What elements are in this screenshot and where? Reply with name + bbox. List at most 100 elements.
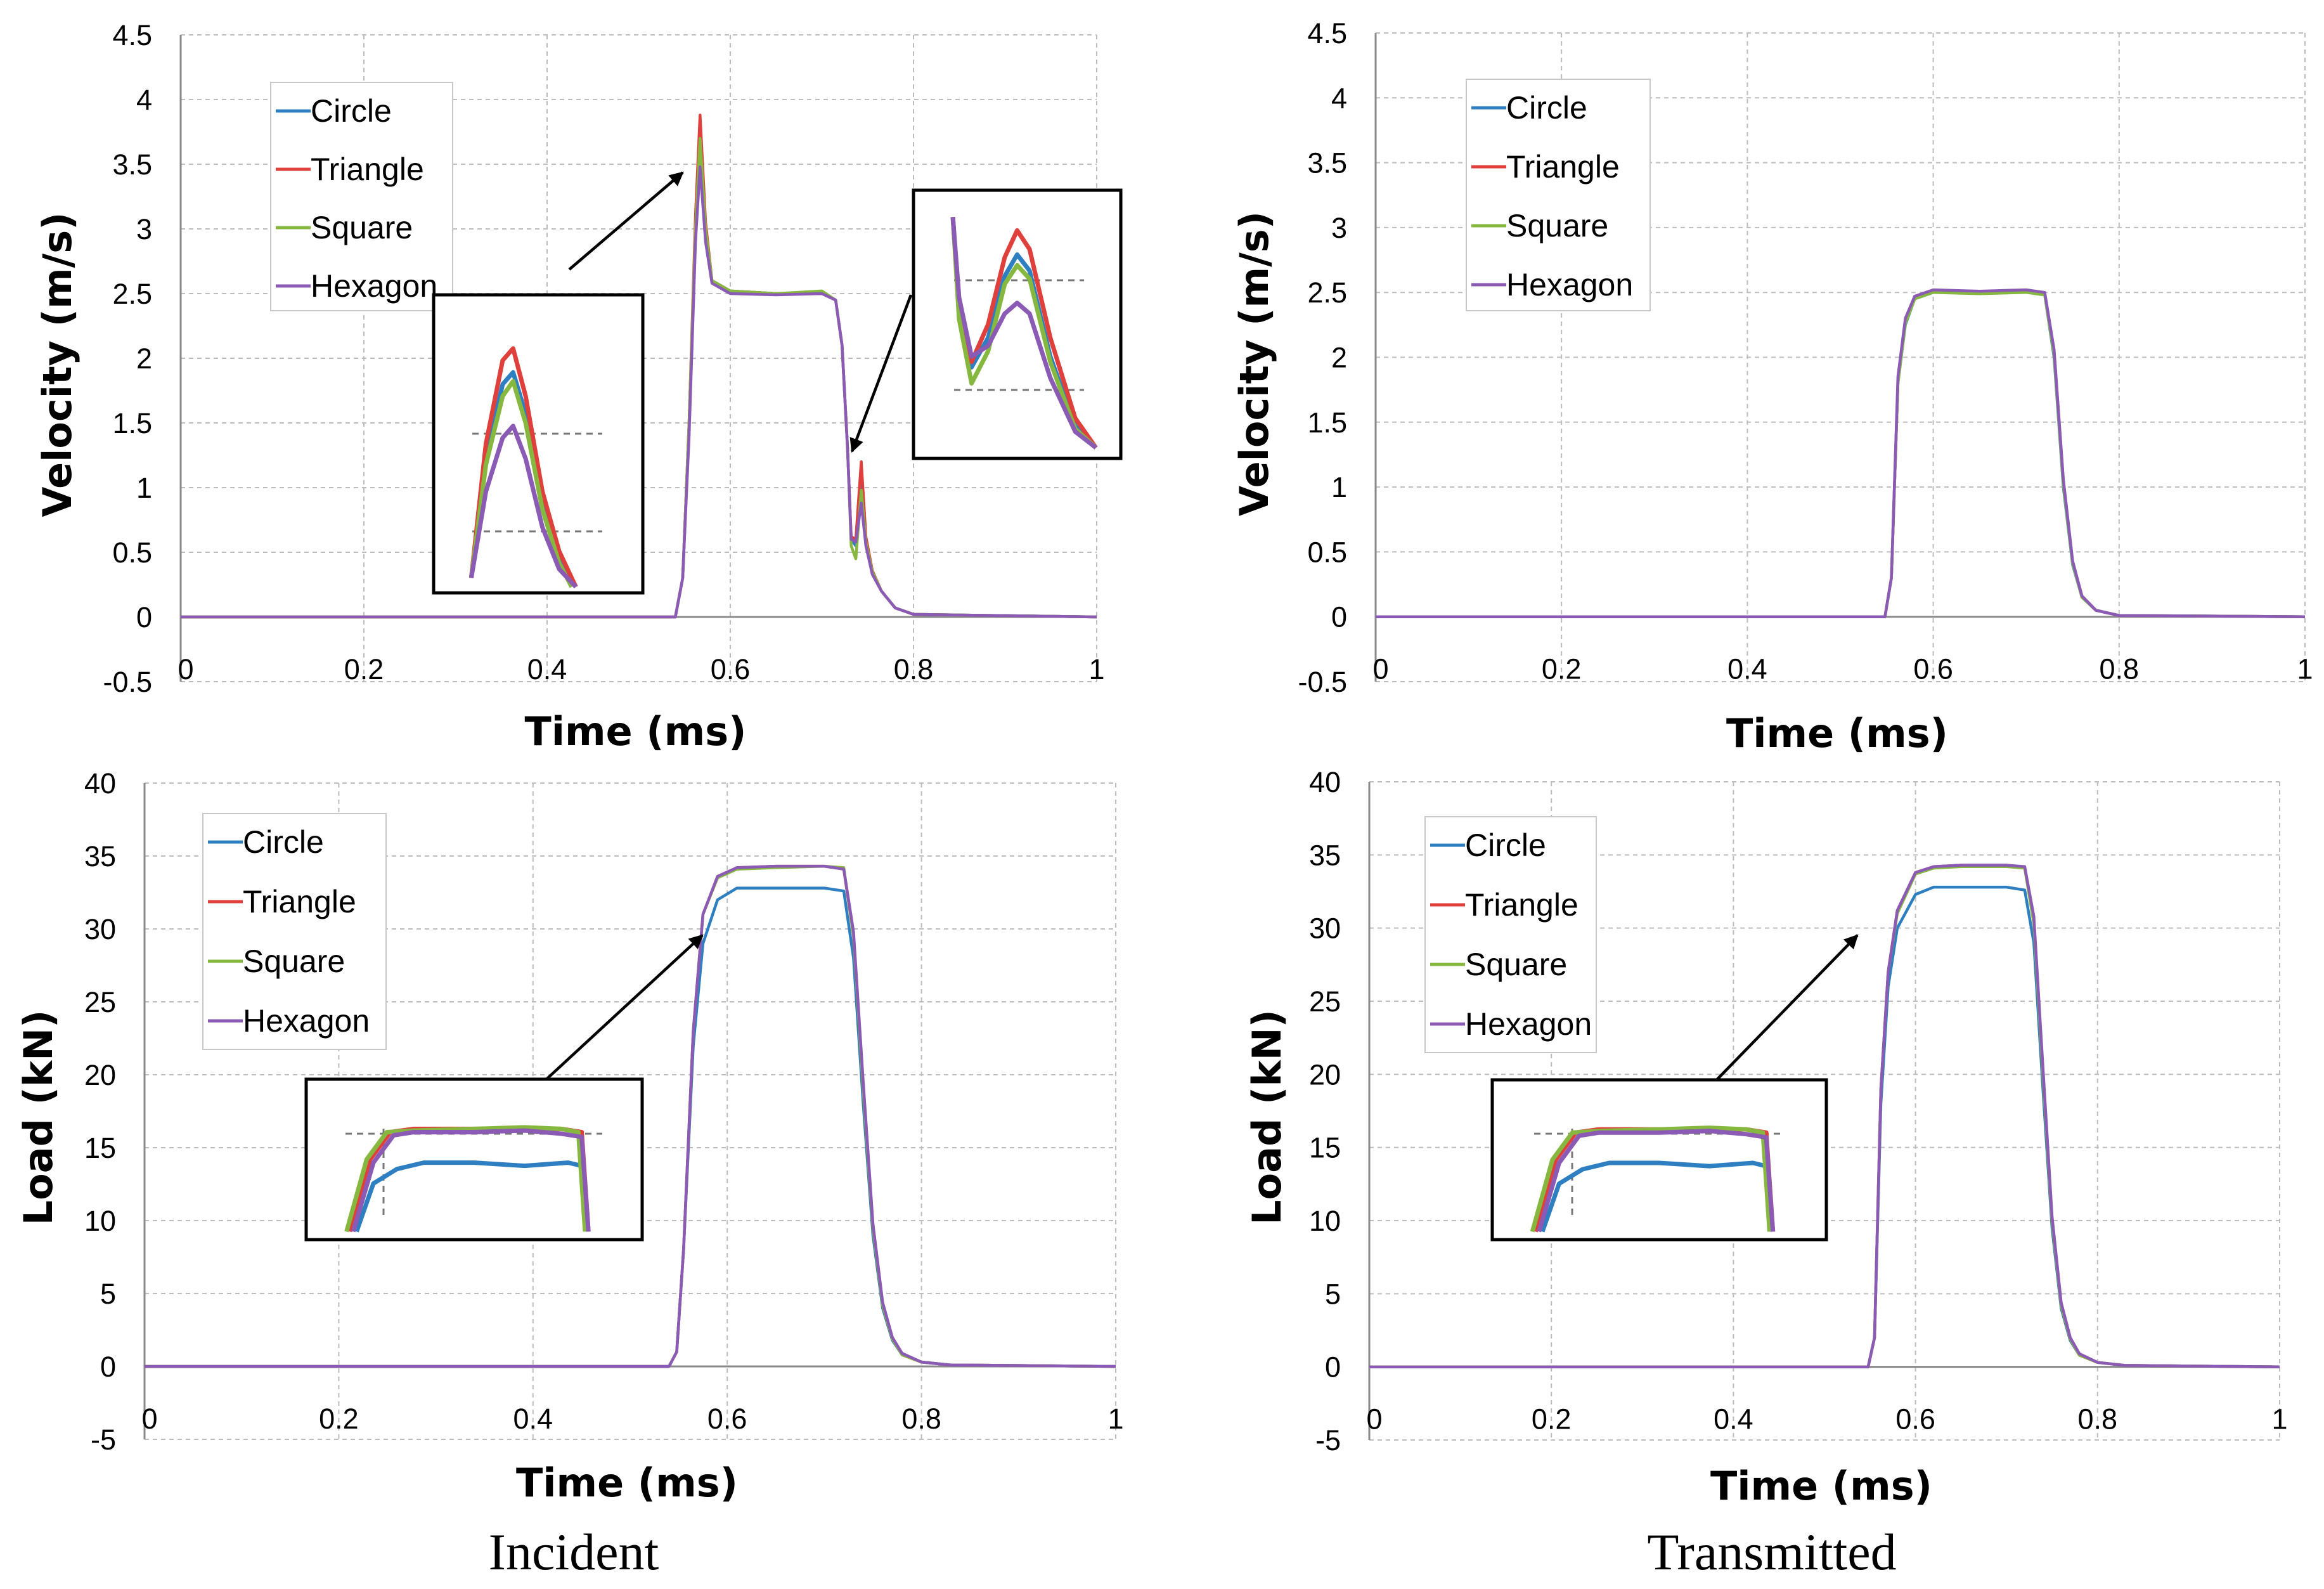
x-axis-title: Time (ms) <box>525 708 747 755</box>
y-tick-label: 0 <box>1325 1351 1341 1384</box>
x-tick-label: 0.6 <box>1895 1403 1935 1436</box>
y-tick-label: 30 <box>84 913 116 945</box>
zoom-arrow <box>545 934 704 1080</box>
chart-transmitted-velocity: -0.5 0 0.5 1 1.5 2 2.5 3 3.5 4 4.5 0 0.2 0.4 0.6 0.8 1 Ti… <box>1231 17 2313 756</box>
x-tick-label: 1 <box>1107 1403 1123 1435</box>
x-tick-label: 0.2 <box>344 653 384 685</box>
y-axis-title: Velocity (m/s) <box>34 212 81 517</box>
x-tick-label: 0.8 <box>2078 1403 2118 1436</box>
legend-label-square: Square <box>1465 947 1567 982</box>
legend-box <box>270 82 453 311</box>
y-axis-title: Load (kN) <box>15 1010 61 1226</box>
y-axis-title: Load (kN) <box>1244 1009 1290 1225</box>
legend: Circle Triangle Square Hexagon <box>270 82 453 311</box>
series-line-circle <box>1376 289 2306 618</box>
x-tick-label: 0 <box>141 1403 157 1435</box>
y-tick-label: 3.5 <box>1307 147 1347 179</box>
legend-label-circle: Circle <box>1465 827 1546 863</box>
y-tick-label: 3.5 <box>112 148 152 181</box>
y-tick-label: 10 <box>84 1205 116 1237</box>
zoom-inset <box>912 188 1123 460</box>
y-tick-label: -0.5 <box>1298 666 1347 698</box>
zoom-curve-triangle <box>468 346 578 588</box>
y-tick-label: 20 <box>84 1059 116 1091</box>
zoom-arrow <box>568 171 684 271</box>
x-tick-label: 0.4 <box>527 653 567 685</box>
y-tick-label: 4 <box>136 84 152 116</box>
caption-incident: Incident <box>489 1523 659 1581</box>
legend: Circle Triangle Square Hexagon <box>1424 816 1597 1053</box>
zoom-curve-hexagon <box>1537 1129 1776 1233</box>
zoom-curve-hexagon <box>468 424 578 588</box>
y-tick-label: 2.5 <box>1307 276 1347 309</box>
legend-label-triangle: Triangle <box>1506 149 1620 185</box>
legend-label-hexagon: Hexagon <box>311 268 437 304</box>
y-tick-label: 3 <box>136 213 152 245</box>
legend-box <box>202 813 387 1050</box>
legend-box <box>1424 816 1597 1053</box>
legend-label-circle: Circle <box>243 824 324 860</box>
y-tick-label: 35 <box>1309 839 1341 871</box>
y-tick-label: 5 <box>1325 1278 1341 1310</box>
zoom-curve-circle <box>1540 1160 1776 1233</box>
legend-label-triangle: Triangle <box>243 884 356 919</box>
y-axis-title: Velocity (m/s) <box>1231 211 1277 516</box>
legend-box <box>1466 79 1651 311</box>
legend: Circle Triangle Square Hexagon <box>202 813 387 1050</box>
x-tick-label: 0.6 <box>1913 653 1953 685</box>
y-tick-label: 4.5 <box>1307 17 1347 49</box>
y-tick-label: 0.5 <box>1307 536 1347 568</box>
x-tick-label: 1 <box>2271 1403 2287 1436</box>
x-tick-label: 0.4 <box>1714 1403 1753 1436</box>
y-tick-label: 35 <box>84 840 116 872</box>
legend-label-triangle: Triangle <box>311 152 424 187</box>
chart-transmitted-load: -5 0 5 10 15 20 25 30 35 40 0 0.2 0.4 0.6 0.8 1 Time (ms… <box>1244 766 2288 1509</box>
y-tick-label: 2.5 <box>112 278 152 310</box>
series-line-hexagon <box>1376 288 2306 618</box>
y-tick-label: 2 <box>136 342 152 375</box>
x-tick-label: 0.8 <box>2100 653 2140 685</box>
x-tick-label: 0 <box>178 653 193 685</box>
y-tick-label: 1.5 <box>1307 406 1347 439</box>
y-tick-label: -5 <box>91 1424 116 1456</box>
y-tick-label: 3 <box>1331 212 1347 244</box>
zoom-curve-circle <box>354 1160 591 1233</box>
series-line-hexagon <box>1369 864 2280 1368</box>
y-tick-label: 40 <box>1309 766 1341 798</box>
x-axis-title: Time (ms) <box>516 1460 738 1506</box>
caption-transmitted: Transmitted <box>1647 1523 1896 1581</box>
x-tick-label: 0.2 <box>319 1403 359 1435</box>
x-axis-title: Time (ms) <box>1726 710 1948 756</box>
x-tick-label: 0.4 <box>513 1403 553 1435</box>
y-tick-label: 1.5 <box>112 407 152 439</box>
x-tick-label: 0.4 <box>1727 653 1767 685</box>
legend: Circle Triangle Square Hexagon <box>1466 79 1651 311</box>
y-tick-label: 1 <box>136 472 152 504</box>
y-tick-label: 30 <box>1309 912 1341 945</box>
legend-label-triangle: Triangle <box>1465 887 1578 923</box>
legend-label-square: Square <box>1506 208 1608 243</box>
y-tick-label: 0 <box>1331 601 1347 633</box>
y-tick-label: 0 <box>136 601 152 633</box>
y-tick-label: 25 <box>84 986 116 1018</box>
y-tick-label: 15 <box>84 1132 116 1164</box>
y-tick-label: 0 <box>100 1351 116 1383</box>
series-line-hexagon <box>181 165 1097 619</box>
zoom-inset <box>304 1077 644 1242</box>
zoom-curve-square <box>1530 1125 1772 1233</box>
y-tick-label: 1 <box>1331 471 1347 503</box>
y-tick-label: -0.5 <box>103 666 152 698</box>
x-tick-label: 0.2 <box>1542 653 1582 685</box>
x-tick-label: 0 <box>1366 1403 1382 1436</box>
y-tick-label: 15 <box>1309 1132 1341 1164</box>
y-tick-label: 25 <box>1309 985 1341 1018</box>
chart-incident-velocity: -0.5 0 0.5 1 1.5 2 2.5 3 3.5 4 4.5 0 0.2 0.4 0.6 0.8 1 Ti… <box>34 19 1123 755</box>
y-tick-label: 40 <box>84 767 116 800</box>
legend-label-square: Square <box>311 210 413 245</box>
zoom-curve-square <box>344 1125 588 1233</box>
zoom-curve-hexagon <box>351 1128 591 1233</box>
series-line-square <box>1376 290 2306 618</box>
x-tick-label: 0.6 <box>711 653 751 685</box>
x-tick-label: 1 <box>1088 653 1104 685</box>
